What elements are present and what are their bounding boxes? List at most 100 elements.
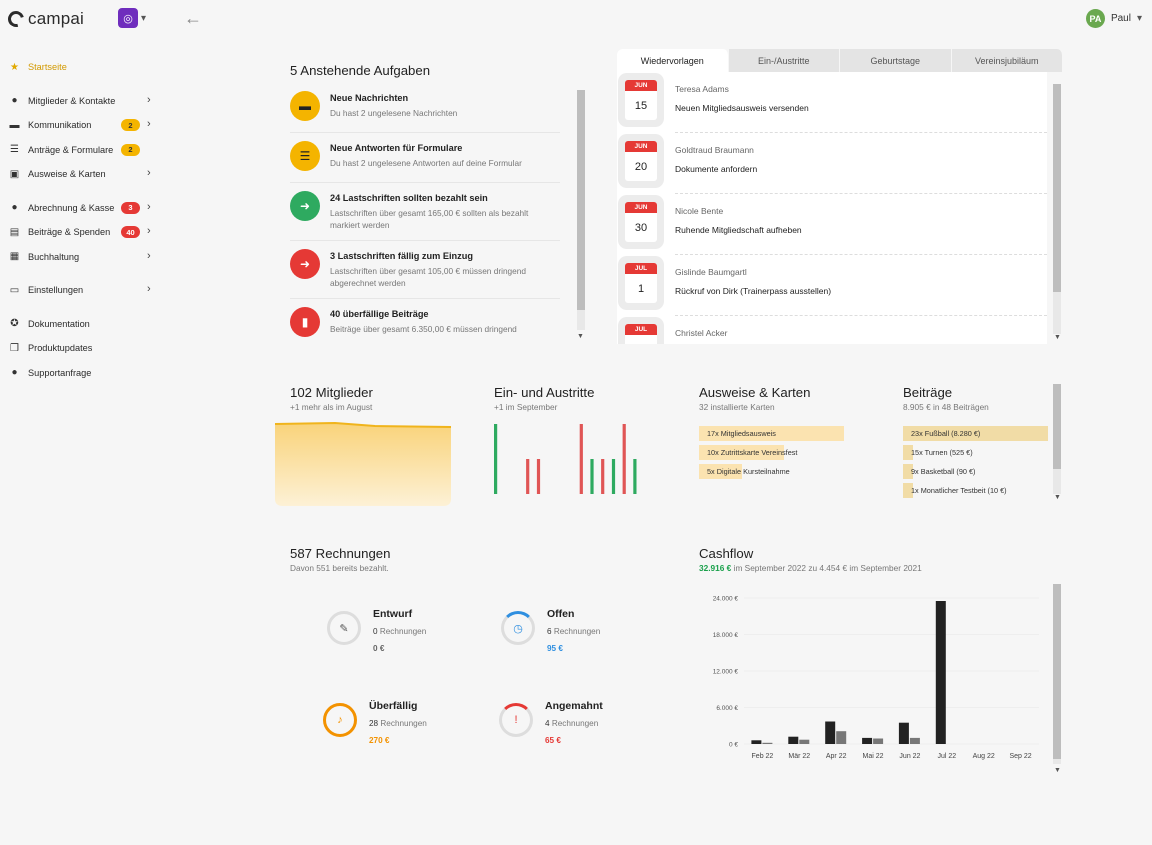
cashflow-highlight: 32.916 € xyxy=(699,563,732,573)
invoices-subtitle: Davon 551 bereits bezahlt. xyxy=(290,563,389,573)
invoice-status-angemahnt[interactable]: ! Angemahnt 4 Rechnungen 65 € xyxy=(499,700,649,760)
sidebar-item-label: Anträge & Formulare xyxy=(28,144,114,155)
members-line xyxy=(275,421,451,428)
reminder-item[interactable]: JUN 20 Goldtraud Braumann Dokumente anforde… xyxy=(625,133,1047,194)
chevron-right-icon: › xyxy=(147,118,151,130)
invoice-sum: 95 € xyxy=(547,644,563,653)
task-description: Du hast 2 ungelesene Nachrichten xyxy=(330,108,458,118)
tasks-scrollbar[interactable] xyxy=(577,90,585,330)
sidebar-item-beiträge-spenden[interactable]: ▤ Beiträge & Spenden 40 › xyxy=(0,220,170,245)
logo-icon xyxy=(5,8,27,30)
scroll-down-icon[interactable]: ▼ xyxy=(577,333,584,340)
scrollbar-thumb[interactable] xyxy=(1053,584,1061,759)
scrollbar-thumb[interactable] xyxy=(1053,384,1061,469)
bar-row: 15x Turnen (525 €) xyxy=(903,445,1048,460)
members-card[interactable]: 102 Mitglieder +1 mehr als im August xyxy=(275,376,451,506)
scroll-down-icon[interactable]: ▼ xyxy=(1054,334,1061,341)
task-item[interactable]: ▮ 40 überfällige Beiträge Beiträge über ge… xyxy=(290,299,560,341)
invoice-count: 28 Rechnungen xyxy=(369,719,427,728)
cashflow-bar xyxy=(935,601,946,744)
nav-spacer xyxy=(0,303,170,312)
tab-wiedervorlagen[interactable]: Wiedervorlagen xyxy=(617,49,729,72)
sidebar-item-dokumentation[interactable]: ✪ Dokumentation xyxy=(0,312,170,337)
invoice-status-title: Offen xyxy=(547,608,575,620)
sidebar-item-anträge-formulare[interactable]: ☰ Anträge & Formulare 2 xyxy=(0,138,170,163)
task-item[interactable]: ➜ 24 Lastschriften sollten bezahlt sein La… xyxy=(290,183,560,241)
chevron-right-icon: › xyxy=(147,283,151,295)
cashflow-bar xyxy=(862,737,873,744)
x-tick-label: Sep 22 xyxy=(1009,753,1031,760)
cashflow-scrollbar[interactable] xyxy=(1053,584,1061,764)
task-title: Neue Antworten für Formulare xyxy=(330,143,463,153)
sidebar-item-label: Supportanfrage xyxy=(28,367,92,378)
scrollbar-thumb[interactable] xyxy=(577,90,585,310)
avatar: PA xyxy=(1085,9,1105,28)
id-cards-card[interactable]: Ausweise & Karten 32 installierte Karten… xyxy=(684,376,850,506)
scroll-down-icon[interactable]: ▼ xyxy=(1054,494,1061,501)
inbox-icon: ▬ xyxy=(290,91,320,121)
sidebar-item-kommunikation[interactable]: ▬ Kommunikation 2 › xyxy=(0,113,170,138)
invoice-count-value: 28 xyxy=(369,719,379,728)
cashflow-bar xyxy=(909,737,920,744)
sidebar-item-buchhaltung[interactable]: ▦ Buchhaltung › xyxy=(0,245,170,270)
entries-exits-chart xyxy=(494,424,637,494)
sidebar-item-einstellungen[interactable]: ▭ Einstellungen › xyxy=(0,278,170,303)
chevron-right-icon: › xyxy=(147,225,151,237)
calendar-day: 15 xyxy=(634,99,648,112)
back-arrow-icon[interactable]: ← xyxy=(184,8,202,28)
contributions-title: Beiträge xyxy=(903,385,953,400)
task-list: ▬ Neue Nachrichten Du hast 2 ungelesene Na… xyxy=(290,83,560,341)
task-item[interactable]: ☰ Neue Antworten für Formulare Du hast 2 u… xyxy=(290,133,560,183)
invoice-status-überfällig[interactable]: ♪ Überfällig 28 Rechnungen 270 € xyxy=(323,700,473,760)
id-cards-title: Ausweise & Karten xyxy=(699,385,811,400)
contributions-scrollbar[interactable] xyxy=(1053,384,1061,494)
sidebar-item-label: Beiträge & Spenden xyxy=(28,227,111,238)
sidebar-item-supportanfrage[interactable]: ● Supportanfrage xyxy=(0,361,170,386)
sidebar-item-produktupdates[interactable]: ❒ Produktupdates xyxy=(0,336,170,361)
sidebar-item-startseite[interactable]: ★ Startseite xyxy=(0,55,170,80)
reminder-item[interactable]: JUN 30 Nicole Bente Ruhende Mitgliedschaft … xyxy=(625,194,1047,255)
task-item[interactable]: ➜ 3 Lastschriften fällig zum Einzug Lastsc… xyxy=(290,241,560,299)
invoice-status-offen[interactable]: ◷ Offen 6 Rechnungen 95 € xyxy=(501,608,651,668)
user-menu[interactable]: PA Paul ▾ xyxy=(1085,9,1142,28)
calculator-icon: ▦ xyxy=(9,251,20,263)
invoice-sum: 0 € xyxy=(373,644,385,653)
bar-row: 17x Mitgliedsausweis xyxy=(699,426,844,441)
calendar-date-icon: JUN 30 xyxy=(625,202,657,242)
cashflow-bar xyxy=(898,722,909,744)
entries-exits-card[interactable]: Ein- und Austritte +1 im September xyxy=(479,376,645,506)
reminder-item[interactable]: JUN 15 Teresa Adams Neuen Mitgliedsausweis … xyxy=(625,72,1047,133)
y-tick-label: 18.000 € xyxy=(713,632,739,639)
sidebar-item-ausweise-karten[interactable]: ▣ Ausweise & Karten › xyxy=(0,162,170,187)
bar-label: 10x Zutrittskarte Vereinsfest xyxy=(707,448,798,457)
task-item[interactable]: ▬ Neue Nachrichten Du hast 2 ungelesene Na… xyxy=(290,83,560,133)
bar-fill xyxy=(903,483,913,498)
campai-logo[interactable]: campai xyxy=(5,8,84,30)
reminders-scrollbar[interactable] xyxy=(1053,84,1061,334)
bar-fill xyxy=(699,464,742,479)
scroll-down-icon[interactable]: ▼ xyxy=(1054,767,1061,774)
sidebar-item-abrechnung-kasse[interactable]: ● Abrechnung & Kasse 3 › xyxy=(0,196,170,221)
invoice-count-unit: Rechnungen xyxy=(379,627,427,636)
sidebar-item-mitglieder-kontakte[interactable]: ● Mitglieder & Kontakte › xyxy=(0,89,170,114)
tab-geburtstage[interactable]: Geburtstage xyxy=(840,49,952,72)
contributions-card[interactable]: Beiträge 8.905 € in 48 Beiträgen 23x Fuß… xyxy=(888,376,1063,506)
tab-ein-austritte[interactable]: Ein-/Austritte xyxy=(728,49,840,72)
entries-exits-title: Ein- und Austritte xyxy=(494,385,595,400)
reminder-item[interactable]: JUL 1 Gislinde Baumgartl Rückruf von Dirk (… xyxy=(625,255,1047,316)
invoice-icon: ▮ xyxy=(290,306,320,337)
invoice-status-entwurf[interactable]: ✎ Entwurf 0 Rechnungen 0 € xyxy=(327,608,477,668)
bar-fill xyxy=(699,445,785,460)
tab-vereinsjubiläum[interactable]: Vereinsjubiläum xyxy=(951,49,1063,72)
ledger-icon: ▤ xyxy=(9,226,20,238)
y-tick-label: 0 € xyxy=(729,742,738,749)
reminder-person: Christel Acker xyxy=(675,328,728,338)
chevron-right-icon: › xyxy=(147,249,151,262)
entries-exits-bar xyxy=(590,459,594,494)
reminder-item[interactable]: JUL Christel Acker xyxy=(625,316,1047,344)
scrollbar-thumb[interactable] xyxy=(1053,84,1061,292)
organization-switcher[interactable]: ◎ ▾ xyxy=(118,8,146,28)
x-tick-label: Feb 22 xyxy=(752,753,774,760)
task-description: Du hast 2 ungelesene Antworten auf deine… xyxy=(330,158,522,168)
invoice-sum: 65 € xyxy=(545,736,561,745)
